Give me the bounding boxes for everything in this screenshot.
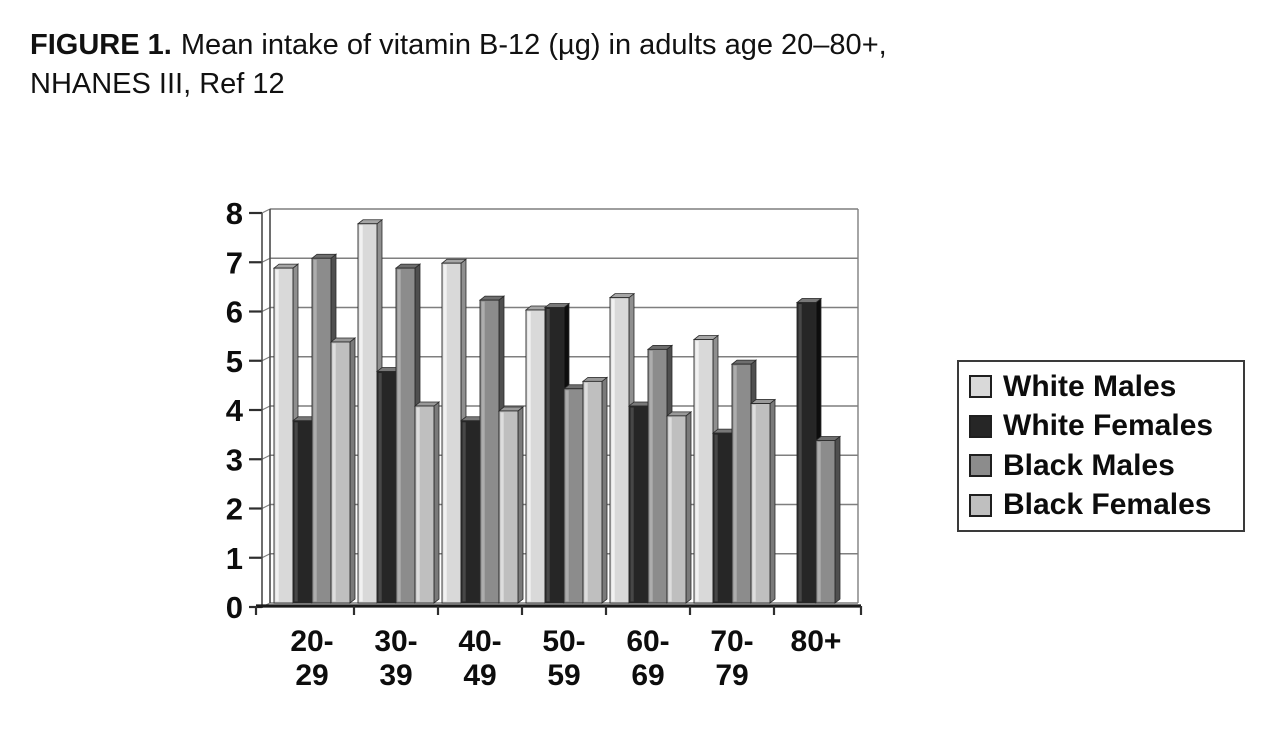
bar-highlight — [500, 412, 504, 602]
black-females-swatch-icon — [969, 493, 992, 517]
wall-connector-line — [261, 503, 271, 510]
bar-highlight — [359, 225, 363, 602]
wall-connector-line — [261, 553, 271, 559]
bar-side-face — [769, 398, 776, 604]
figure-number-label: FIGURE 1. — [30, 29, 172, 61]
bar-black-females — [582, 380, 603, 604]
bar-highlight — [752, 405, 756, 602]
legend-item-black-males: Black Males — [969, 449, 1239, 483]
white-females-swatch-icon — [969, 414, 992, 438]
bar-side-face — [834, 435, 841, 604]
wall-connector-line — [261, 208, 271, 214]
bar-side-face — [349, 337, 356, 604]
bar-black-females — [666, 415, 687, 604]
figure-title: FIGURE 1. Mean intake of vitamin B-12 (µg… — [30, 26, 950, 104]
bar-highlight — [695, 341, 699, 602]
bar-black-females — [414, 405, 435, 604]
x-axis-label: 79 — [715, 659, 748, 692]
chart-legend: White Males White Females Black Males Bl… — [957, 360, 1245, 532]
y-axis-label: 7 — [226, 245, 243, 280]
bar-side-face — [433, 401, 440, 604]
bar-highlight — [546, 309, 550, 602]
y-axis-label: 1 — [226, 541, 243, 576]
x-axis-label: 70- — [710, 625, 753, 658]
legend-label: Black Males — [1003, 448, 1175, 482]
y-axis-label: 0 — [226, 590, 243, 625]
x-axis-label: 40- — [458, 625, 501, 658]
x-axis-label: 69 — [631, 659, 664, 692]
bar-highlight — [630, 407, 634, 602]
figure-title-text: Mean intake of vitamin B-12 (µg) in adul… — [180, 29, 887, 61]
legend-item-white-males: White Males — [969, 370, 1239, 404]
figure-title-line2: NHANES III, Ref 12 — [30, 68, 285, 100]
x-axis-label: 49 — [463, 659, 496, 692]
wall-connector-line — [261, 356, 271, 362]
bar-highlight — [565, 390, 569, 602]
x-axis-label: 30- — [374, 625, 417, 658]
figure-title-line1: FIGURE 1. Mean intake of vitamin B-12 (µg… — [30, 26, 950, 65]
white-males-swatch-icon — [969, 375, 992, 399]
legend-label: White Females — [1003, 409, 1214, 443]
bar-highlight — [313, 259, 317, 602]
bar-highlight — [611, 299, 615, 602]
bar-highlight — [649, 350, 653, 602]
legend-label: Black Females — [1003, 488, 1212, 522]
bar-black-females — [750, 403, 771, 604]
bar-highlight — [294, 422, 298, 602]
bar-highlight — [733, 365, 737, 602]
black-males-swatch-icon — [969, 454, 992, 478]
bar-side-face — [517, 406, 524, 604]
wall-connector-line — [261, 306, 271, 313]
legend-item-black-females: Black Females — [969, 488, 1239, 522]
bar-black-females — [330, 341, 351, 604]
bar-highlight — [332, 343, 336, 602]
legend-item-white-females: White Females — [969, 409, 1239, 443]
y-axis-label: 6 — [226, 295, 243, 330]
y-axis-label: 4 — [226, 393, 244, 428]
y-axis-label: 2 — [226, 492, 243, 527]
bar-highlight — [416, 407, 420, 602]
y-axis-label: 3 — [226, 442, 243, 477]
bar-black-males — [815, 440, 836, 604]
bar-highlight — [462, 422, 466, 602]
bar-side-face — [685, 411, 692, 604]
bar-highlight — [275, 269, 279, 602]
x-axis-label: 29 — [295, 659, 328, 692]
wall-connector-line — [261, 405, 271, 411]
bar-highlight — [714, 434, 718, 602]
x-axis-label: 80+ — [791, 625, 842, 658]
wall-connector-line — [261, 454, 271, 460]
legend-label: White Males — [1003, 369, 1177, 403]
bar-highlight — [817, 441, 821, 602]
x-axis-label: 39 — [379, 659, 412, 692]
wall-connector-line — [261, 257, 271, 263]
x-axis-label: 59 — [547, 659, 580, 692]
bar-highlight — [668, 417, 672, 602]
bar-highlight — [443, 264, 447, 602]
x-axis-label: 50- — [542, 625, 585, 658]
bar-highlight — [584, 382, 588, 602]
x-axis-label: 20- — [290, 625, 333, 658]
bar-side-face — [601, 376, 608, 604]
y-axis-label: 5 — [226, 344, 243, 379]
y-axis-label: 8 — [226, 196, 243, 231]
bar-highlight — [481, 301, 485, 602]
bar-black-females — [498, 410, 519, 604]
x-axis-label: 60- — [626, 625, 669, 658]
bar-highlight — [378, 373, 382, 602]
bar-highlight — [397, 269, 401, 602]
bar-highlight — [527, 311, 531, 602]
bar-highlight — [798, 304, 802, 602]
